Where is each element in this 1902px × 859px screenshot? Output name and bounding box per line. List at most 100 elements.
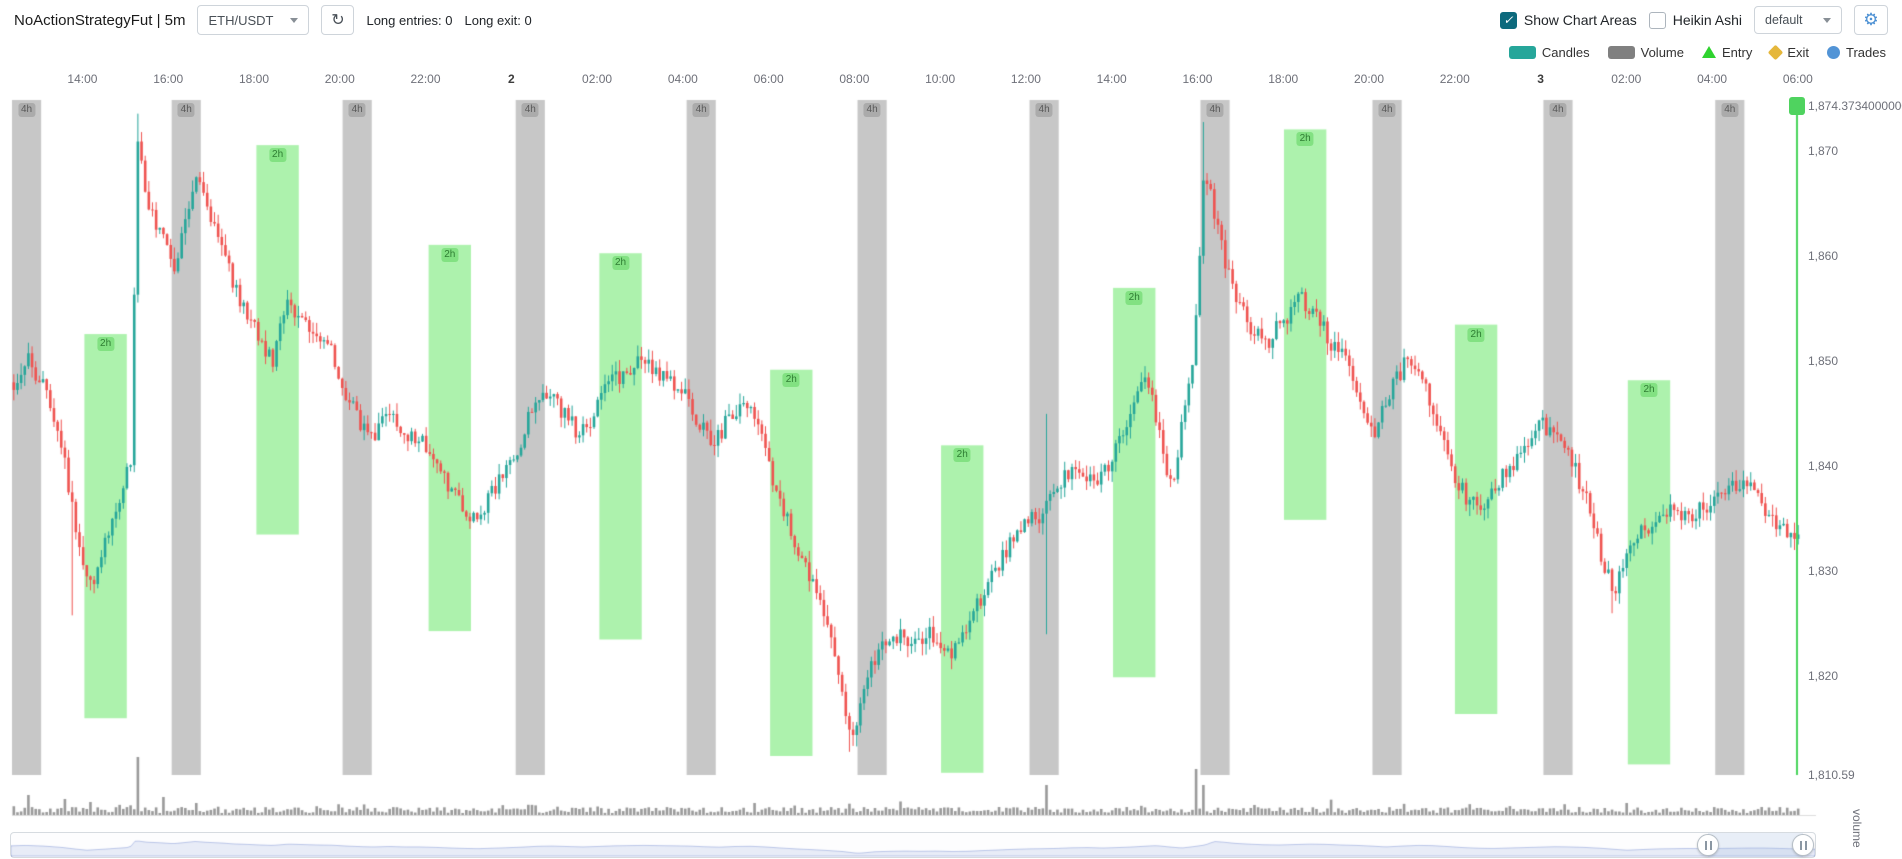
x-axis-label: 06:00 (753, 72, 784, 86)
trades-swatch-icon (1827, 45, 1841, 59)
area-2h-label: 2h (1467, 327, 1485, 342)
y-axis-label: 1,870 (1808, 144, 1839, 159)
show-chart-areas-checkbox[interactable]: ✓ Show Chart Areas (1499, 11, 1637, 29)
area-4h-label: 4h (1549, 103, 1567, 117)
area-2h-label: 2h (97, 337, 115, 352)
checkbox-checked-icon[interactable]: ✓ (1499, 11, 1517, 29)
gear-icon: ⚙ (1863, 10, 1879, 29)
area-4h-label: 4h (1035, 103, 1053, 117)
x-axis-label: 04:00 (667, 72, 698, 86)
pause-icon (1709, 840, 1712, 850)
x-axis-label: 08:00 (839, 72, 870, 86)
area-4h-label: 4h (1206, 103, 1224, 117)
area-4h-label: 4h (1721, 103, 1739, 117)
x-axis-label: 12:00 (1010, 72, 1041, 86)
pause-icon (1799, 840, 1802, 850)
datazoom-right-handle[interactable] (1792, 834, 1814, 856)
pause-icon (1804, 840, 1807, 850)
x-axis-label: 02:00 (582, 72, 613, 86)
legend-item-candles[interactable]: Candles (1508, 44, 1590, 60)
legend-label: Volume (1640, 44, 1684, 60)
area-2h-label: 2h (782, 372, 800, 387)
area-2h-label: 2h (1296, 132, 1314, 147)
legend-item-exit[interactable]: Exit (1768, 44, 1810, 60)
plot-config-select[interactable]: default (1754, 6, 1842, 34)
legend-item-trades[interactable]: Trades (1827, 45, 1886, 60)
legend-label: Candles (1541, 44, 1590, 60)
chart-legend: Candles Volume Entry Exit Trades (0, 40, 1902, 64)
y-axis-label: 1,840 (1808, 459, 1839, 474)
x-axis-label: 22:00 (410, 72, 441, 86)
area-4h-label: 4h (177, 103, 195, 117)
x-axis-label: 06:00 (1782, 72, 1813, 86)
chart-canvas[interactable] (0, 64, 1902, 827)
datazoom-window[interactable] (1708, 833, 1803, 857)
checkbox-unchecked-icon[interactable] (1648, 11, 1666, 29)
heikin-ashi-label: Heikin Ashi (1672, 12, 1742, 28)
candlestick-chart[interactable]: 14:00 16:00 18:00 20:00 22:00 2 02:00 04:00 06:0… (0, 64, 1902, 848)
area-4h-label: 4h (18, 103, 36, 117)
area-2h-label: 2h (611, 256, 630, 271)
candles-swatch-icon (1508, 45, 1536, 59)
plot-settings-button[interactable]: ⚙ (1854, 5, 1888, 35)
long-exit-count: Long exit: 0 (464, 12, 532, 28)
x-axis-label: 18:00 (1268, 72, 1299, 86)
pause-icon (1704, 840, 1707, 850)
volume-axis-label: volume (1850, 809, 1864, 848)
legend-label: Trades (1846, 44, 1886, 60)
show-chart-areas-label: Show Chart Areas (1523, 12, 1637, 28)
strategy-title: NoActionStrategyFut | 5m (14, 11, 186, 29)
x-axis-label: 20:00 (1353, 72, 1385, 86)
legend-label: Exit (1787, 44, 1810, 60)
x-axis-label: 16:00 (1182, 72, 1213, 86)
current-price-marker (1789, 97, 1805, 115)
datazoom-navigator[interactable] (10, 832, 1816, 858)
area-4h-label: 4h (1378, 103, 1396, 117)
x-axis-label: 04:00 (1697, 72, 1728, 86)
plot-config-value: default (1765, 13, 1803, 27)
area-2h-label: 2h (953, 448, 971, 463)
chevron-down-icon (290, 17, 299, 23)
long-entries-count: Long entries: 0 (366, 12, 453, 28)
pair-select[interactable]: ETH/USDT (197, 5, 310, 35)
y-axis-label: 1,874.3734000000 (1808, 98, 1902, 113)
legend-item-entry[interactable]: Entry (1702, 45, 1752, 60)
datazoom-canvas[interactable] (11, 833, 1815, 857)
y-axis-label: 1,830 (1808, 564, 1839, 579)
x-axis-label: 22:00 (1439, 72, 1470, 86)
area-4h-label: 4h (348, 103, 366, 117)
area-2h-label: 2h (1640, 383, 1658, 398)
area-4h-label: 4h (692, 103, 710, 117)
chevron-down-icon (1823, 17, 1831, 23)
pair-select-value: ETH/USDT (208, 12, 274, 28)
check-icon: ✓ (1503, 13, 1514, 27)
entry-swatch-icon (1702, 46, 1716, 58)
heikin-ashi-checkbox[interactable]: Heikin Ashi (1648, 11, 1742, 29)
legend-item-volume[interactable]: Volume (1607, 44, 1684, 60)
x-axis-label: 16:00 (153, 72, 184, 86)
x-axis-label: 14:00 (67, 72, 98, 86)
chart-header: NoActionStrategyFut | 5m ETH/USDT ↻ Long… (0, 0, 1902, 40)
y-axis-label: 1,850 (1808, 354, 1839, 369)
refresh-icon: ↻ (331, 12, 345, 29)
x-axis-label: 18:00 (238, 72, 269, 86)
area-2h-label: 2h (269, 148, 287, 163)
y-axis-label: 1,810.59 (1808, 768, 1855, 782)
x-axis-label: 10:00 (925, 72, 956, 86)
y-axis-label: 1,860 (1808, 249, 1839, 264)
x-axis-label: 3 (1537, 72, 1544, 86)
y-axis-label: 1,820 (1808, 669, 1839, 684)
exit-swatch-icon (1768, 44, 1784, 60)
x-axis-label: 20:00 (324, 72, 355, 86)
refresh-button[interactable]: ↻ (321, 5, 355, 35)
legend-label: Entry (1722, 44, 1753, 60)
x-axis-label: 2 (507, 72, 515, 86)
datazoom-left-handle[interactable] (1697, 834, 1719, 856)
area-4h-label: 4h (863, 103, 881, 117)
area-2h-label: 2h (1125, 290, 1143, 305)
area-4h-label: 4h (521, 103, 539, 117)
x-axis-label: 14:00 (1096, 72, 1127, 86)
volume-swatch-icon (1607, 45, 1635, 59)
x-axis-label: 02:00 (1611, 72, 1642, 86)
